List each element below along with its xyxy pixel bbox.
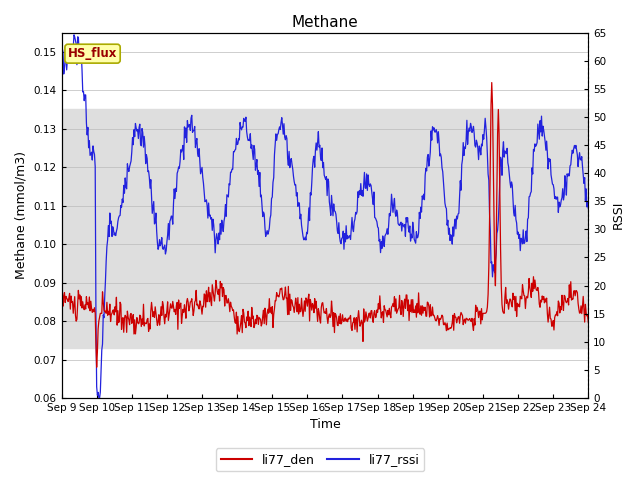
Legend: li77_den, li77_rssi: li77_den, li77_rssi <box>216 448 424 471</box>
Text: HS_flux: HS_flux <box>68 47 117 60</box>
Y-axis label: RSSI: RSSI <box>612 201 625 229</box>
Bar <box>61 109 588 348</box>
Y-axis label: Methane (mmol/m3): Methane (mmol/m3) <box>15 151 28 279</box>
X-axis label: Time: Time <box>310 419 340 432</box>
Title: Methane: Methane <box>292 15 358 30</box>
